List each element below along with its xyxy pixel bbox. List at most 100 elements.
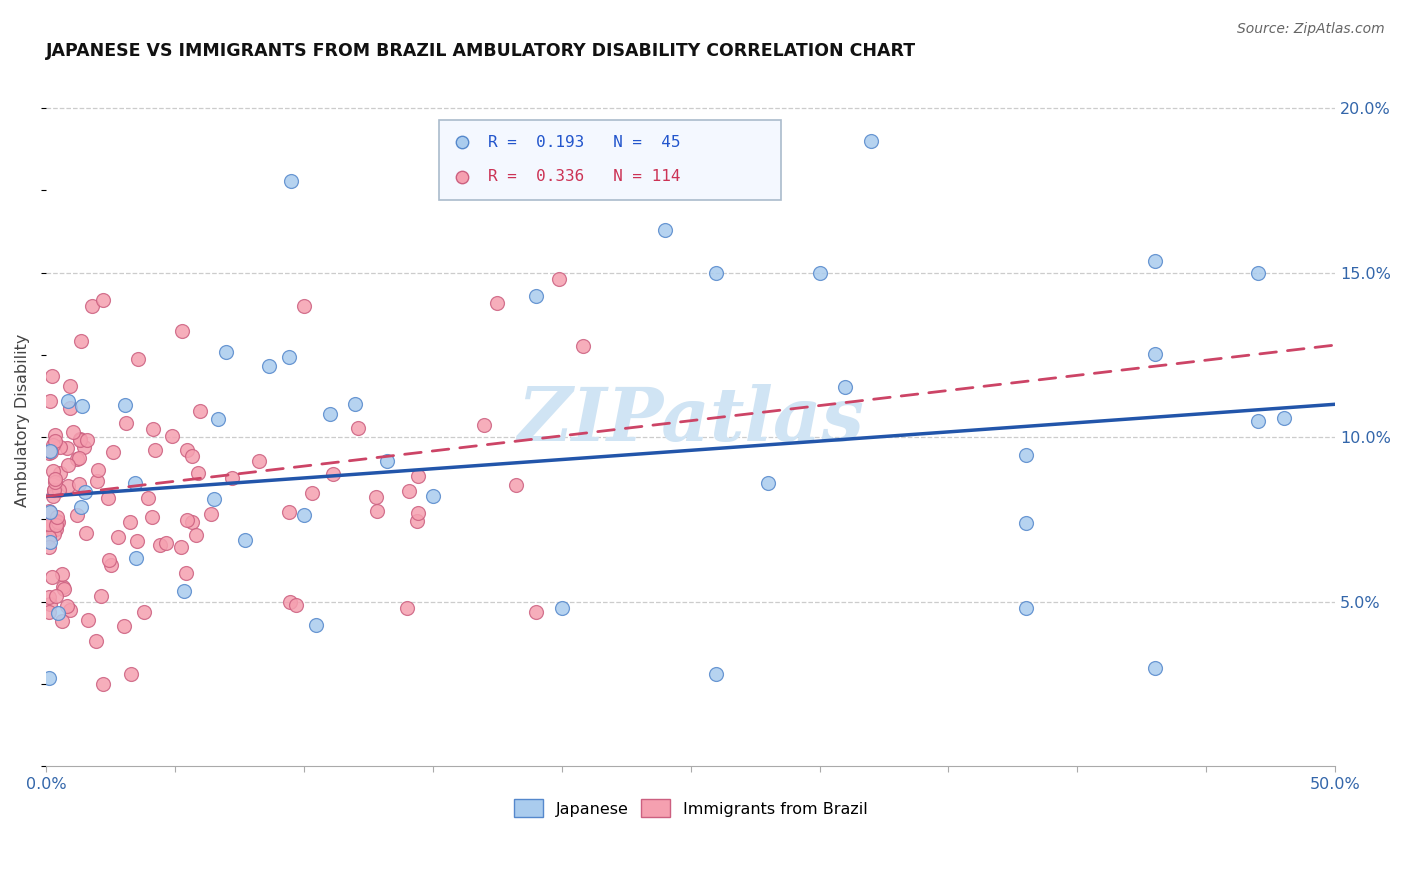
Point: [77, 613, 100, 627]
Point: [42, 527, 65, 541]
Point: [860, 134, 883, 148]
Point: [366, 490, 388, 504]
Text: Source: ZipAtlas.com: Source: ZipAtlas.com: [1237, 22, 1385, 37]
FancyBboxPatch shape: [439, 120, 780, 200]
Point: [155, 535, 177, 549]
Point: [143, 443, 166, 458]
Point: [107, 530, 129, 544]
Point: [66, 451, 89, 466]
Point: [114, 417, 136, 431]
Point: [44, 434, 66, 449]
Point: [58, 458, 80, 473]
Point: [406, 469, 429, 483]
Text: JAPANESE VS IMMIGRANTS FROM BRAZIL AMBULATORY DISABILITY CORRELATION CHART: JAPANESE VS IMMIGRANTS FROM BRAZIL AMBUL…: [46, 42, 917, 60]
Point: [51, 614, 73, 628]
Point: [280, 173, 302, 187]
Point: [41, 368, 63, 383]
Point: [176, 513, 198, 527]
Text: ZIPatlas: ZIPatlas: [517, 384, 865, 457]
Point: [42, 489, 65, 503]
Point: [39, 444, 62, 458]
Point: [548, 272, 571, 286]
Point: [70, 334, 93, 348]
Point: [39, 597, 62, 611]
Point: [284, 598, 307, 612]
Point: [180, 516, 202, 530]
Point: [834, 380, 856, 394]
Point: [44, 475, 66, 490]
Point: [184, 528, 207, 542]
Point: [398, 484, 420, 499]
Point: [86, 474, 108, 488]
Point: [180, 449, 202, 463]
Point: [44, 428, 66, 442]
Point: [70, 500, 93, 515]
Point: [278, 595, 301, 609]
Point: [38, 591, 60, 605]
Point: [67, 451, 90, 466]
Point: [132, 605, 155, 619]
Point: [87, 462, 110, 476]
Point: [39, 445, 62, 459]
Point: [1143, 347, 1166, 361]
Point: [49, 440, 72, 454]
Point: [422, 489, 444, 503]
Point: [472, 418, 495, 433]
Point: [45, 522, 67, 536]
Point: [1015, 516, 1038, 530]
Point: [207, 412, 229, 426]
Point: [48, 483, 70, 498]
Point: [69, 433, 91, 447]
Point: [75, 525, 97, 540]
Point: [654, 223, 676, 237]
Point: [257, 359, 280, 373]
Point: [42, 464, 65, 478]
Point: [170, 324, 193, 338]
Point: [301, 486, 323, 500]
Point: [114, 398, 136, 412]
Point: [38, 446, 60, 460]
Point: [46, 510, 69, 524]
Point: [176, 442, 198, 457]
Point: [305, 618, 328, 632]
Point: [278, 350, 301, 364]
Point: [91, 677, 114, 691]
Point: [235, 533, 257, 547]
Point: [1143, 253, 1166, 268]
Point: [572, 339, 595, 353]
Point: [38, 516, 60, 531]
Point: [45, 589, 67, 603]
Point: [41, 570, 63, 584]
Point: [39, 535, 62, 549]
Point: [39, 394, 62, 409]
Point: [38, 540, 60, 554]
Point: [550, 146, 572, 161]
Point: [73, 484, 96, 499]
Point: [45, 517, 67, 532]
Point: [46, 515, 69, 529]
Point: [56, 599, 79, 613]
Point: [66, 508, 89, 523]
Point: [56, 478, 79, 492]
Point: [524, 605, 547, 619]
Point: [344, 397, 367, 411]
Point: [42, 483, 65, 497]
Point: [1272, 411, 1295, 425]
Point: [395, 601, 418, 615]
Point: [174, 566, 197, 581]
Point: [59, 379, 82, 393]
Point: [90, 589, 112, 603]
Text: R =  0.193   N =  45: R = 0.193 N = 45: [488, 135, 681, 150]
Point: [170, 540, 193, 554]
Point: [72, 400, 94, 414]
Point: [1247, 414, 1270, 428]
Point: [51, 567, 73, 582]
Point: [808, 266, 831, 280]
Point: [215, 344, 238, 359]
Point: [524, 288, 547, 302]
Point: [62, 425, 84, 439]
Point: [46, 514, 69, 528]
Point: [141, 510, 163, 524]
Point: [292, 508, 315, 522]
Point: [347, 420, 370, 434]
